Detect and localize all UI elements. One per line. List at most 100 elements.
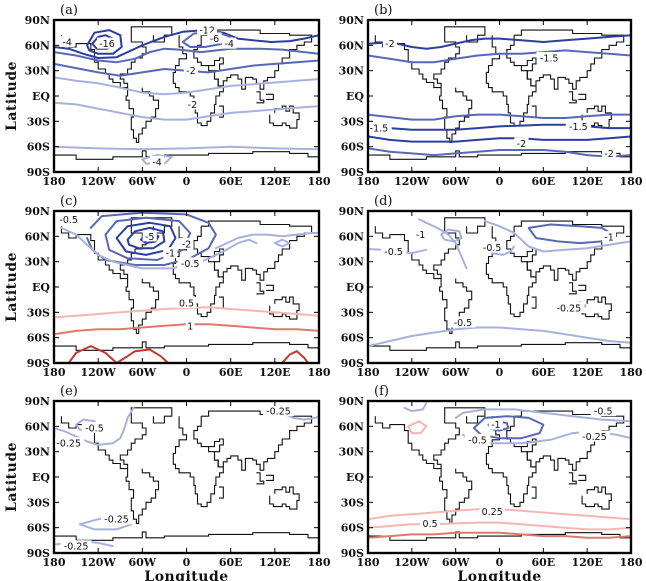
contour-line <box>440 228 463 243</box>
y-tick-label: 60S <box>341 522 364 535</box>
coastline <box>125 468 160 524</box>
contour-label-text: -0.5 <box>483 243 502 254</box>
y-tick-label: 60N <box>339 39 364 52</box>
panel-label: (d) <box>374 194 392 209</box>
contour-label: -1.5 <box>368 122 392 135</box>
y-tick-label: 30N <box>25 65 50 78</box>
x-tick-label: 60E <box>219 175 243 188</box>
contour-line <box>54 29 319 59</box>
contour-label: -1 <box>413 228 428 241</box>
contour-label-text: 0.5 <box>179 299 194 310</box>
y-tick-label: 90N <box>339 395 364 408</box>
y-tick-label: EQ <box>32 471 50 484</box>
x-tick-label: 120W <box>394 175 430 188</box>
contour-label: -4 <box>222 37 237 50</box>
contour-label: -2 <box>185 98 200 111</box>
x-tick-label: 60E <box>219 366 243 379</box>
contour-line <box>273 238 291 248</box>
contour-label: -4 <box>149 155 165 168</box>
x-tick-label: 120E <box>259 366 290 379</box>
contour-label-text: -0.5 <box>181 259 200 270</box>
coastline <box>485 226 537 318</box>
coastline <box>581 486 612 510</box>
contour-label: -0.25 <box>60 540 92 553</box>
y-tick-label: 60N <box>25 39 50 52</box>
contour-label: 1 <box>185 319 195 332</box>
x-tick-label: 0 <box>496 366 504 379</box>
coastline <box>218 486 224 499</box>
x-tick-label: 180 <box>357 366 380 379</box>
contour-label-text: -0.5 <box>594 407 613 418</box>
y-tick-label: 90S <box>341 547 364 560</box>
contour-label: -0.5 <box>464 433 491 446</box>
contour-line <box>67 345 118 363</box>
contour-line <box>368 135 631 143</box>
y-tick-label: 30N <box>25 256 50 269</box>
y-tick-label: 90S <box>27 357 50 370</box>
contour-label: -1 <box>601 231 617 244</box>
x-tick-label: 120E <box>571 175 602 188</box>
y-tick-label: 30S <box>27 496 50 509</box>
x-tick-label: 180 <box>308 366 331 379</box>
coastline <box>374 226 460 280</box>
y-tick-label: 90S <box>341 166 364 179</box>
x-tick-label: 180 <box>620 366 643 379</box>
panel-label: (a) <box>60 3 78 18</box>
contour-label-text: 1 <box>187 321 193 332</box>
contour-label: -4 <box>60 35 75 48</box>
x-axis-title: Longitude <box>457 569 541 581</box>
panel-d: -1 -1 -0.5 -0.5 -0.25 -0.5 180 120W 60W 0 60E 120E 1… <box>339 194 643 379</box>
coastline <box>568 472 577 485</box>
contour-line <box>54 145 319 151</box>
panel-e: -0.5 -0.25 -0.25 -0.25 -0.25 180 120W 60W 0 60E 12… <box>4 384 331 581</box>
coastline <box>444 26 486 43</box>
contour-label-text: -0.25 <box>104 515 129 526</box>
coastlines <box>368 407 631 541</box>
coastline <box>531 486 537 499</box>
coastline <box>514 220 625 281</box>
contour-label-text: -0.5 <box>59 215 78 226</box>
y-tick-label: 90N <box>339 14 364 27</box>
contour-line <box>141 154 173 165</box>
y-tick-label: EQ <box>346 90 364 103</box>
contour-label: -0.5 <box>479 241 505 254</box>
x-tick-label: 60W <box>128 366 156 379</box>
x-tick-label: 120E <box>571 556 602 569</box>
coastline <box>581 105 612 129</box>
y-tick-label: 90S <box>27 166 50 179</box>
coastline <box>444 407 486 424</box>
x-tick-label: 60E <box>219 556 243 569</box>
contour-label-text: -0.5 <box>85 424 104 435</box>
contour-label: -0.25 <box>54 437 85 450</box>
contour-line <box>418 218 468 270</box>
contour-label: -0.25 <box>553 302 585 315</box>
y-tick-label: 60N <box>339 230 364 243</box>
coastline <box>60 226 147 280</box>
contour-label-text: -0.5 <box>468 435 487 446</box>
coastline <box>578 474 587 481</box>
coastline <box>368 341 631 351</box>
y-tick-label: 60S <box>27 141 50 154</box>
contour-line <box>368 521 631 531</box>
contour-line <box>54 306 319 319</box>
coastline <box>125 278 160 334</box>
contour-label-text: -0.25 <box>582 432 607 443</box>
contour-label: -1 <box>488 418 503 431</box>
coastline <box>368 150 631 160</box>
y-tick-label: 60N <box>25 230 50 243</box>
contour-label: -0.5 <box>81 422 108 435</box>
contour-label-text: -0.25 <box>266 407 291 418</box>
x-tick-label: 180 <box>308 175 331 188</box>
contour-label: 0.5 <box>420 517 440 530</box>
contour-line <box>214 232 319 250</box>
coastline <box>256 91 265 104</box>
contour-label: -0.25 <box>578 430 610 443</box>
contour-line <box>368 326 631 348</box>
y-tick-label: 90N <box>25 205 50 218</box>
contour-line <box>407 420 428 435</box>
x-axis-title: Longitude <box>144 569 228 581</box>
contour-label-text: -2 <box>604 149 613 160</box>
plot-area <box>52 209 321 365</box>
contour-line <box>54 101 319 121</box>
y-tick-label: 60S <box>27 332 50 345</box>
